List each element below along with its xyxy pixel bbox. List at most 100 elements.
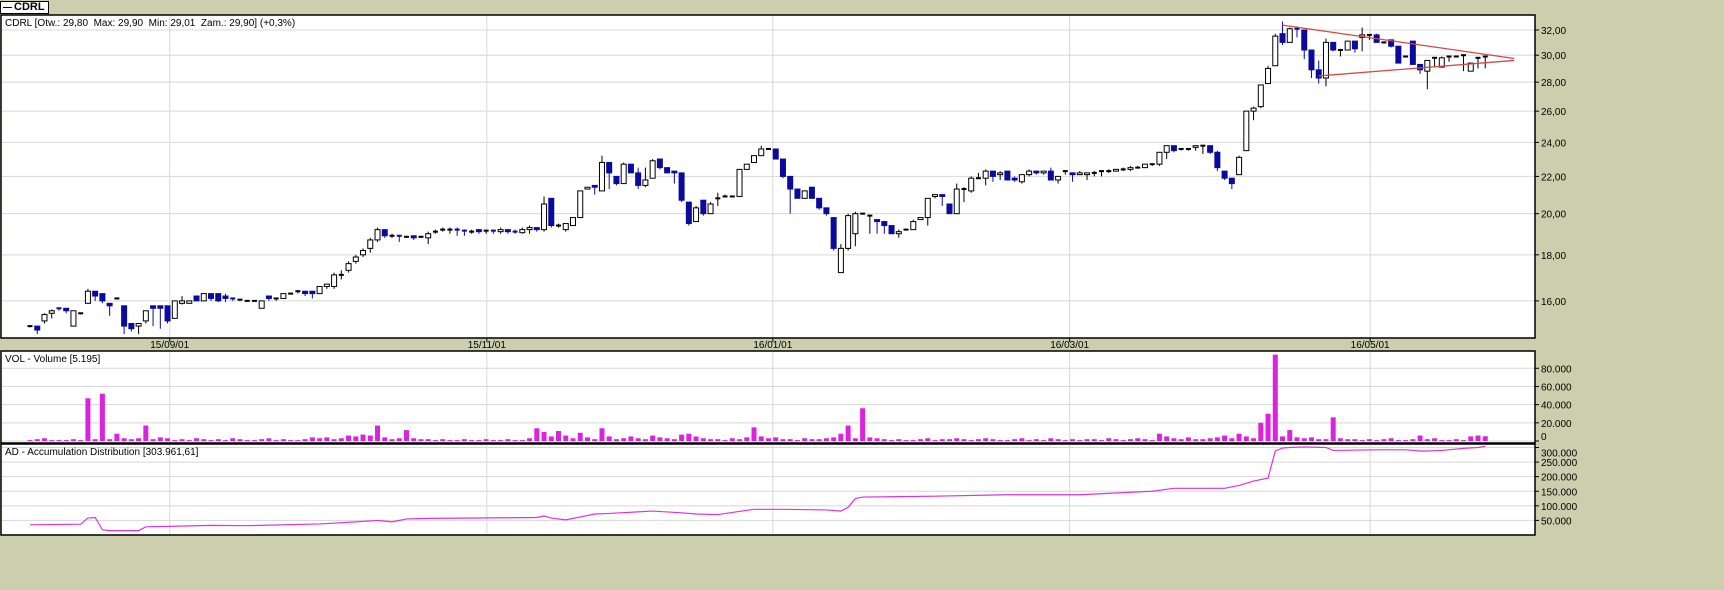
candle-body <box>1243 110 1250 152</box>
max-label: Max: <box>93 18 116 29</box>
candle-body <box>1076 172 1083 176</box>
candle-body <box>1178 147 1184 150</box>
open-value: 29,80 <box>63 18 89 29</box>
volume-bar <box>1374 440 1380 442</box>
volume-bar <box>1330 417 1336 441</box>
candle <box>1135 165 1141 169</box>
candle-body <box>186 300 193 304</box>
candle-body <box>1026 170 1033 176</box>
volume-bar <box>411 438 417 441</box>
candle-body <box>1395 45 1402 64</box>
candle <box>1156 151 1163 166</box>
candle <box>418 235 424 238</box>
volume-bar <box>925 438 931 441</box>
candle-body <box>1163 145 1170 153</box>
candle <box>881 221 888 234</box>
volume-bar <box>1149 440 1155 442</box>
x-tick-label: 16/05/01 <box>1351 340 1390 351</box>
candle <box>606 161 613 190</box>
candle <box>722 194 728 198</box>
volume-bar <box>476 440 482 442</box>
candle-body <box>671 170 678 174</box>
volume-bar <box>765 438 771 441</box>
close-value: 29,90 <box>229 18 255 29</box>
candle <box>910 219 917 231</box>
candle-body <box>92 290 99 297</box>
volume-bar <box>324 437 330 441</box>
candle-body <box>989 170 996 177</box>
candle-body <box>1011 177 1018 181</box>
candle-body <box>743 163 750 170</box>
x-tick-label: 16/03/01 <box>1050 340 1089 351</box>
volume-bar <box>889 440 895 442</box>
volume-bar <box>1236 433 1242 441</box>
candle <box>410 235 417 240</box>
volume-bar <box>773 437 779 441</box>
candle-body <box>1482 55 1488 58</box>
volume-bar <box>251 440 257 442</box>
candle <box>1381 41 1387 44</box>
candle <box>642 167 649 188</box>
ad-panel-title: AD - Accumulation Distribution [303.961,… <box>5 447 199 458</box>
candle-body <box>258 300 265 309</box>
volume-bar <box>1229 438 1235 441</box>
volume-bar <box>1345 439 1351 441</box>
candle <box>895 229 902 238</box>
candle <box>128 322 135 332</box>
volume-bar <box>1381 439 1387 441</box>
header-symbol: CDRL <box>5 18 32 29</box>
candle-body <box>591 184 598 188</box>
candle <box>1322 38 1329 87</box>
candle-body <box>837 247 844 274</box>
candle <box>1084 172 1091 180</box>
candle-body <box>548 197 555 227</box>
candle-body <box>860 212 866 215</box>
candle-body <box>1257 84 1264 108</box>
candle-body <box>425 233 432 239</box>
volume-bar <box>461 439 467 441</box>
candle <box>888 225 895 235</box>
volume-bar <box>107 439 113 441</box>
candle-body <box>114 297 120 300</box>
volume-bar <box>758 436 764 441</box>
volume-bar <box>1280 436 1286 441</box>
price-tick-label: 18,00 <box>1541 251 1566 262</box>
volume-bar <box>1055 439 1061 441</box>
candle-body <box>1315 69 1322 79</box>
candle <box>78 312 84 315</box>
candle-body <box>1141 163 1148 169</box>
candle-body <box>497 229 504 233</box>
candle-body <box>331 274 338 287</box>
candle-body <box>367 239 374 249</box>
candle <box>396 234 402 243</box>
candle <box>92 290 99 301</box>
candle-body <box>273 297 279 300</box>
candle <box>251 299 257 302</box>
candle-body <box>881 221 888 227</box>
candle <box>1120 167 1126 172</box>
candle <box>99 293 106 304</box>
volume-bar <box>946 439 952 441</box>
symbol-tab[interactable]: CDRL <box>0 1 49 14</box>
volume-bar <box>642 439 648 441</box>
candle-body <box>135 322 142 327</box>
candle-body <box>556 224 562 227</box>
candle <box>288 292 294 295</box>
candle <box>1004 170 1011 181</box>
candle-body <box>1062 170 1068 173</box>
candle-body <box>772 148 779 160</box>
volume-bar <box>693 436 699 441</box>
candle-body <box>1265 67 1272 85</box>
candle <box>860 212 866 215</box>
candle-body <box>736 168 743 197</box>
volume-bar <box>852 438 858 441</box>
candle-body <box>526 227 533 231</box>
volume-bar <box>1193 439 1199 441</box>
candle <box>389 233 395 238</box>
volume-bar <box>346 435 352 441</box>
volume-bar <box>1048 438 1054 441</box>
candle <box>932 194 938 199</box>
candle <box>787 175 794 214</box>
candle-body <box>99 293 106 302</box>
volume-bar <box>172 440 178 442</box>
